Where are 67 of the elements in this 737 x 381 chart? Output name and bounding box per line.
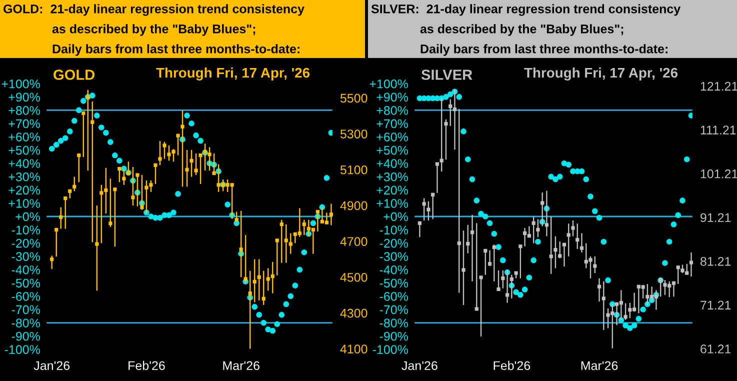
y-tick-label: 5500 xyxy=(340,94,368,103)
y2-tick-label: -50% xyxy=(380,278,408,288)
y2-tick-label: -80% xyxy=(380,318,408,328)
y2-tick-label: +40% xyxy=(376,159,408,168)
y2-tick-label: -80% xyxy=(12,318,40,328)
y-tick-label: 111.21 xyxy=(700,126,736,134)
chart-title: SILVER: 21-day linear regression trend consistency as described by the "Baby Blues"; Daily bars from last three months-to-date: xyxy=(371,4,681,56)
y2-tick-label: -50% xyxy=(12,278,40,288)
y2-tick-label: -90% xyxy=(12,332,40,341)
y2-tick-label: +40% xyxy=(8,159,40,168)
y-tick-label: 4300 xyxy=(340,308,368,318)
y-tick-label: 4100 xyxy=(340,344,368,354)
annotation: GOLD xyxy=(54,70,95,80)
y2-tick-label: +70% xyxy=(8,119,40,128)
y2-tick-label: -10% xyxy=(380,226,408,234)
x-tick-label: Jan'26 xyxy=(402,361,438,370)
chart-subtitle: Through Fri, 17 Apr, '26 xyxy=(156,67,310,81)
y2-tick-label: +60% xyxy=(8,132,40,142)
x-tick-label: Mar'26 xyxy=(581,361,618,370)
y-tick-label: 4900 xyxy=(340,201,368,210)
y2-tick-label: +70% xyxy=(376,119,408,128)
chart-title: GOLD: 21-day linear regression trend consistency as described by the "Baby Blues"; Daily bars from last three months-to-date: xyxy=(4,4,304,56)
y2-tick-label: +0% xyxy=(384,212,408,222)
y2-tick-label: +10% xyxy=(8,199,40,208)
y2-tick-label: -10% xyxy=(12,226,40,234)
y2-tick-label: -20% xyxy=(12,238,40,248)
y2-tick-label: -70% xyxy=(380,305,408,314)
y2-tick-label: +30% xyxy=(8,172,40,182)
y-tick-label: 81.21 xyxy=(700,256,731,266)
y2-tick-label: -30% xyxy=(380,252,408,262)
y-tick-label: 91.21 xyxy=(700,213,731,222)
y2-tick-label: +10% xyxy=(376,199,408,208)
y2-tick-label: +20% xyxy=(376,186,408,195)
y2-tick-label: +90% xyxy=(376,92,408,102)
y2-tick-label: +90% xyxy=(8,92,40,102)
y2-tick-label: +60% xyxy=(376,132,408,142)
y2-tick-label: +100% xyxy=(370,79,408,88)
y2-tick-label: -20% xyxy=(380,238,408,248)
y2-tick-label: +30% xyxy=(376,172,408,182)
y-tick-label: 5300 xyxy=(340,130,368,138)
x-tick-label: Feb'26 xyxy=(494,360,530,370)
y2-tick-label: +0% xyxy=(16,212,40,222)
y2-tick-label: -100% xyxy=(372,345,408,354)
y-tick-label: 4700 xyxy=(340,237,368,246)
y2-tick-label: +50% xyxy=(8,146,40,155)
y2-tick-label: -100% xyxy=(4,345,40,354)
y2-tick-label: -60% xyxy=(380,292,408,301)
x-tick-label: Mar'26 xyxy=(223,361,260,370)
annotation: SILVER xyxy=(421,70,472,80)
y-tick-label: 4500 xyxy=(340,272,368,282)
y-tick-label: 61.21 xyxy=(700,344,731,354)
y2-tick-label: +50% xyxy=(376,146,408,155)
y2-tick-label: -70% xyxy=(12,305,40,314)
y2-tick-label: -30% xyxy=(12,252,40,262)
y-tick-label: 5100 xyxy=(340,165,368,174)
x-tick-label: Jan'26 xyxy=(34,361,70,370)
y2-tick-label: +80% xyxy=(376,106,408,115)
y2-tick-label: +80% xyxy=(8,106,40,115)
y2-tick-label: +20% xyxy=(8,186,40,195)
y2-tick-label: -90% xyxy=(380,332,408,341)
y2-tick-label: -60% xyxy=(12,292,40,301)
y2-tick-label: -40% xyxy=(380,265,408,274)
y-tick-label: 71.21 xyxy=(700,300,731,310)
x-tick-label: Feb'26 xyxy=(128,360,165,370)
chart-subtitle: Through Fri, 17 Apr, '26 xyxy=(524,67,678,81)
y2-tick-label: -40% xyxy=(12,265,40,274)
y2-tick-label: +100% xyxy=(2,79,40,88)
